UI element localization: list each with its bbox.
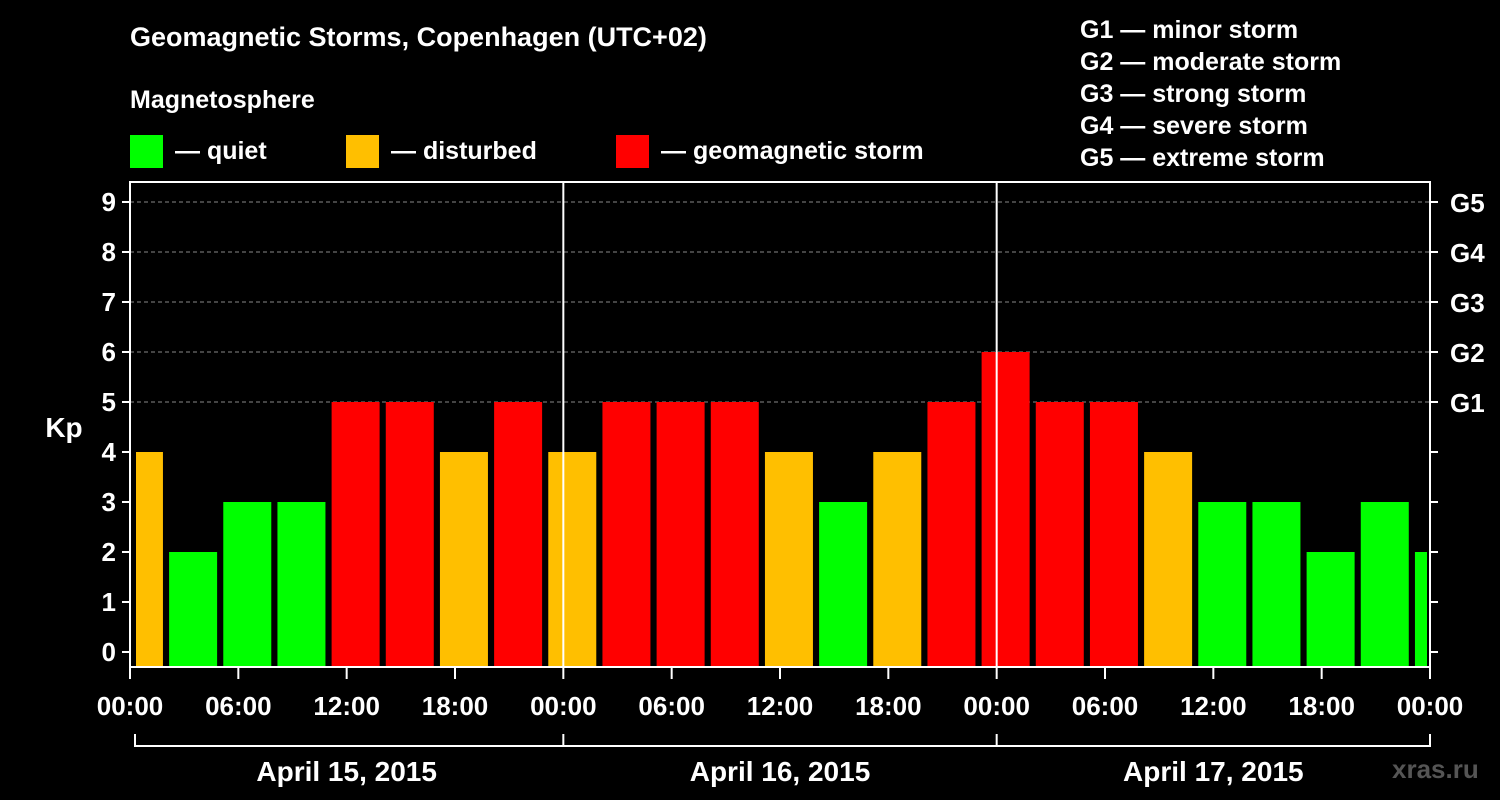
kp-bar bbox=[873, 452, 922, 667]
kp-bar bbox=[710, 402, 759, 667]
axes bbox=[122, 181, 1438, 747]
y-tick-label: 7 bbox=[102, 287, 116, 317]
legend-swatch-storm bbox=[616, 134, 649, 168]
axis-labels: 0 1 2 3 4 5 6 7 8 9 G1 G2 G3 G4 G5 00:00 06:00 12:00 18:00… bbox=[97, 187, 1485, 787]
right-axis-label: G2 bbox=[1450, 338, 1485, 368]
kp-bar bbox=[656, 402, 705, 667]
right-axis-label: G5 bbox=[1450, 188, 1485, 218]
x-tick-label: 18:00 bbox=[422, 691, 489, 721]
legend-swatch-disturbed bbox=[346, 134, 379, 168]
y-tick-label: 1 bbox=[102, 587, 116, 617]
x-tick-label: 18:00 bbox=[1288, 691, 1355, 721]
legend-label-disturbed: — disturbed bbox=[391, 136, 537, 165]
x-tick-label: 00:00 bbox=[1397, 691, 1464, 721]
legend-label-quiet: — quiet bbox=[175, 136, 267, 165]
x-tick-label: 12:00 bbox=[1180, 691, 1247, 721]
x-tick-label: 00:00 bbox=[97, 691, 164, 721]
y-tick-label: 2 bbox=[102, 537, 116, 567]
y-tick-label: 3 bbox=[102, 487, 116, 517]
kp-bar bbox=[1035, 402, 1084, 667]
x-tick-label: 12:00 bbox=[747, 691, 814, 721]
kp-bar bbox=[1360, 502, 1409, 667]
kp-bar bbox=[1198, 502, 1247, 667]
kp-bar bbox=[385, 402, 434, 667]
x-tick-label: 06:00 bbox=[205, 691, 272, 721]
kp-bar bbox=[494, 402, 543, 667]
kp-bar bbox=[819, 502, 868, 667]
kp-bar bbox=[927, 402, 976, 667]
x-tick-label: 06:00 bbox=[1072, 691, 1139, 721]
kp-bar bbox=[223, 502, 272, 667]
right-axis-label: G3 bbox=[1450, 288, 1485, 318]
y-tick-label: 0 bbox=[102, 637, 116, 667]
x-tick-label: 00:00 bbox=[963, 691, 1030, 721]
legend-label-storm: — geomagnetic storm bbox=[661, 136, 924, 165]
kp-bar bbox=[169, 552, 218, 667]
y-tick-label: 6 bbox=[102, 337, 116, 367]
right-axis-label: G4 bbox=[1450, 238, 1485, 268]
storm-level-legend: G1 — minor storm G2 — moderate storm G3 … bbox=[1080, 14, 1341, 174]
storm-level-g2: G2 — moderate storm bbox=[1080, 48, 1342, 76]
x-tick-label: 00:00 bbox=[530, 691, 597, 721]
legend-item-disturbed: — disturbed bbox=[346, 134, 537, 168]
grid-lines bbox=[130, 201, 1430, 403]
storm-level-g5: G5 — extreme storm bbox=[1080, 144, 1325, 172]
kp-bar bbox=[439, 452, 488, 667]
legend-item-storm: — geomagnetic storm bbox=[616, 134, 924, 168]
day-label: April 17, 2015 bbox=[1123, 756, 1304, 787]
day-label: April 15, 2015 bbox=[256, 756, 437, 787]
storm-level-g1: G1 — minor storm bbox=[1080, 16, 1299, 44]
kp-bar bbox=[981, 352, 1030, 667]
kp-bar bbox=[1414, 552, 1427, 667]
kp-bar bbox=[1306, 552, 1355, 667]
right-axis-label: G1 bbox=[1450, 388, 1485, 418]
x-tick-label: 06:00 bbox=[638, 691, 705, 721]
kp-bar bbox=[331, 402, 380, 667]
y-tick-label: 8 bbox=[102, 237, 116, 267]
kp-bar bbox=[1252, 502, 1301, 667]
legend-item-quiet: — quiet bbox=[130, 134, 267, 168]
kp-bar bbox=[277, 502, 326, 667]
x-tick-label: 18:00 bbox=[855, 691, 922, 721]
legend-title: Magnetosphere bbox=[130, 86, 315, 114]
y-tick-label: 9 bbox=[102, 187, 116, 217]
bars bbox=[136, 352, 1427, 667]
x-tick-label: 12:00 bbox=[313, 691, 380, 721]
kp-bar bbox=[1089, 402, 1138, 667]
kp-bar bbox=[548, 452, 597, 667]
storm-level-g4: G4 — severe storm bbox=[1080, 112, 1308, 140]
y-tick-label: 4 bbox=[102, 437, 117, 467]
watermark: xras.ru bbox=[1392, 754, 1479, 784]
storm-level-g3: G3 — strong storm bbox=[1080, 80, 1307, 108]
kp-bar bbox=[136, 452, 163, 667]
y-tick-label: 5 bbox=[102, 387, 116, 417]
day-label: April 16, 2015 bbox=[690, 756, 871, 787]
chart-title: Geomagnetic Storms, Copenhagen (UTC+02) bbox=[130, 22, 707, 52]
y-axis-label: Kp bbox=[45, 412, 82, 443]
kp-bar bbox=[602, 402, 651, 667]
kp-bar bbox=[1144, 452, 1193, 667]
kp-bar bbox=[764, 452, 813, 667]
legend-swatch-quiet bbox=[130, 134, 163, 168]
